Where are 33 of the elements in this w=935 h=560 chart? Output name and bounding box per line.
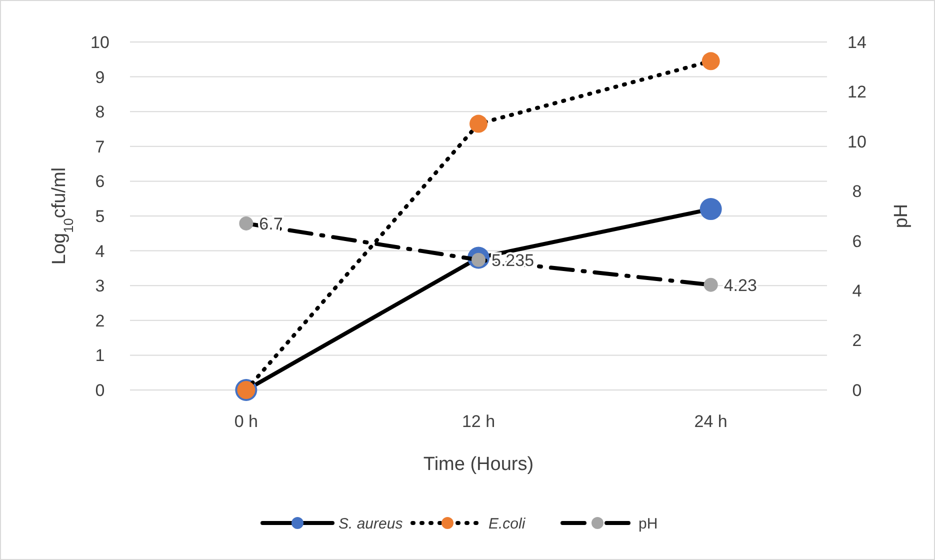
y2-tick-label: 6 (852, 232, 862, 251)
y2-tick-label: 4 (852, 282, 862, 301)
point (470, 114, 488, 133)
y-tick-label: 0 (95, 380, 105, 400)
y-tick-label: 8 (95, 102, 105, 122)
y2-tick-label: 0 (852, 380, 862, 400)
y-tick-label: 3 (95, 276, 105, 296)
data-label: 4.23 (724, 276, 757, 295)
y2-tick-label: 10 (848, 132, 866, 152)
legend-label: S. aureus (338, 515, 404, 532)
legend-label: E.coli (488, 515, 526, 532)
y2-axis-title: pH (891, 204, 912, 228)
legend-label: pH (638, 515, 658, 532)
y-tick-label: 6 (95, 172, 105, 192)
y2-tick-label: 2 (852, 331, 862, 350)
y-tick-label: 4 (95, 242, 105, 261)
x-tick-label: 12 h (462, 412, 496, 431)
point (700, 198, 722, 220)
y-tick-label: 2 (95, 311, 105, 330)
x-tick-label: 24 h (694, 412, 728, 431)
y2-tick-label: 12 (848, 82, 866, 102)
y-tick-label: 7 (95, 137, 105, 156)
x-tick-label: 0 h (234, 412, 258, 431)
point (239, 216, 254, 230)
point (702, 52, 720, 70)
y-tick-label: 9 (95, 68, 105, 87)
y2-tick-label: 14 (848, 32, 866, 52)
x-axis-title: Time (Hours) (423, 454, 534, 475)
y2-tick-label: 8 (852, 182, 862, 202)
y-tick-label: 5 (95, 206, 105, 226)
y-tick-label: 10 (90, 32, 110, 52)
y-tick-label: 1 (95, 346, 105, 366)
point (704, 278, 718, 292)
